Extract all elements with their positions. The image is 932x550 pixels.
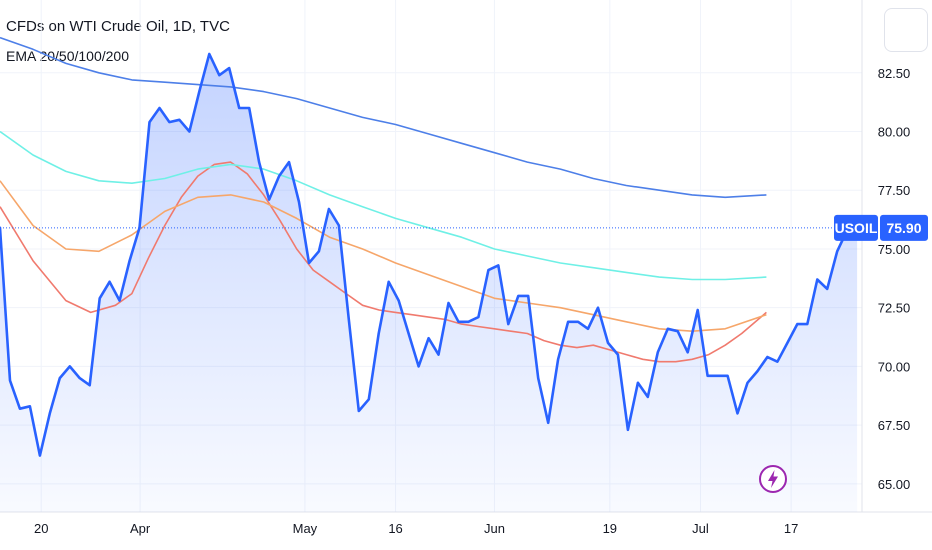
y-tick-label: 65.00	[878, 477, 911, 492]
y-tick-label: 77.50	[878, 183, 911, 198]
x-tick-label: 17	[784, 521, 798, 536]
x-tick-label: May	[293, 521, 318, 536]
price-tag-value: 75.90	[886, 220, 921, 236]
x-tick-label: 19	[603, 521, 617, 536]
x-tick-label: 16	[388, 521, 402, 536]
price-tag[interactable]: USOIL 75.90	[834, 214, 928, 241]
ema100-line	[0, 130, 767, 281]
ema50-line	[0, 180, 767, 333]
y-tick-label: 67.50	[878, 418, 911, 433]
y-tick-label: 72.50	[878, 301, 911, 316]
x-tick-label: Jun	[484, 521, 505, 536]
price-tag-value-bg	[880, 214, 928, 241]
y-tick-label: 75.00	[878, 242, 911, 257]
price-line[interactable]	[0, 52, 859, 457]
y-tick-label: 82.50	[878, 66, 911, 81]
x-tick-label: Apr	[130, 521, 151, 536]
x-axis-ticks: 20 Apr May 16 Jun 19 Jul 17	[34, 521, 798, 536]
indicator-label: EMA 20/50/100/200	[6, 48, 129, 64]
price-tag-symbol: USOIL	[835, 220, 878, 236]
x-tick-label: 20	[34, 521, 48, 536]
ema200-line	[0, 36, 767, 199]
price-area-fill	[0, 54, 858, 512]
price-tag-symbol-bg	[834, 214, 878, 241]
lightning-bolt-icon[interactable]	[758, 464, 788, 494]
chart-title: CFDs on WTI Crude Oil, 1D, TVC	[6, 18, 230, 35]
y-tick-label: 80.00	[878, 125, 911, 140]
y-axis-ticks: 82.50 80.00 77.50 75.00 72.50 70.00 67.50 65.00	[878, 66, 911, 492]
y-tick-label: 70.00	[878, 359, 911, 374]
square-button-icon[interactable]	[884, 8, 928, 52]
x-tick-label: Jul	[692, 521, 709, 536]
